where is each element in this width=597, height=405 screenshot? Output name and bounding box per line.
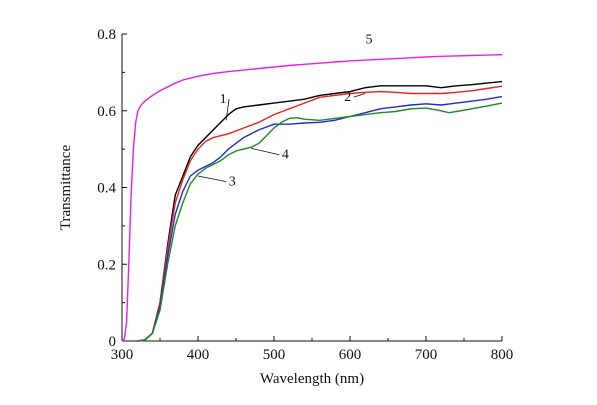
x-tick-label: 800 xyxy=(491,347,514,363)
x-axis-label: Wavelength (nm) xyxy=(260,371,364,387)
y-tick-label: 0.4 xyxy=(97,181,116,197)
x-ticks: 300 400 500 600 700 800 xyxy=(111,336,514,363)
curve-label-1: 1 xyxy=(220,92,227,107)
curve-label-2: 2 xyxy=(344,90,351,105)
curve-leader-line-1 xyxy=(225,99,230,121)
series-line-5 xyxy=(121,54,503,342)
y-ticks: 0 0.2 0.4 0.6 0.8 xyxy=(97,27,127,350)
y-tick-label: 0.6 xyxy=(97,104,116,120)
curve-leader-line-2 xyxy=(353,93,366,98)
curve-label-4: 4 xyxy=(282,148,289,163)
x-tick-label: 300 xyxy=(111,347,134,363)
curve-leader-line-4 xyxy=(251,147,280,156)
x-tick-label: 500 xyxy=(263,347,286,363)
x-tick-label: 700 xyxy=(415,347,438,363)
series-group xyxy=(121,54,503,342)
curve-annotations: 1 2 3 4 5 xyxy=(197,33,373,190)
x-tick-label: 400 xyxy=(187,347,210,363)
y-tick-label: 0.2 xyxy=(97,257,116,273)
curve-leader-line-3 xyxy=(197,175,227,182)
curve-label-5: 5 xyxy=(366,33,373,48)
curve-label-3: 3 xyxy=(229,175,236,190)
series-line-1 xyxy=(137,80,503,342)
y-tick-label: 0.8 xyxy=(97,27,116,43)
series-line-3 xyxy=(137,95,503,342)
x-tick-label: 600 xyxy=(339,347,362,363)
y-axis-label: Transmittance xyxy=(58,145,74,231)
series-line-4 xyxy=(137,102,503,342)
series-line-2 xyxy=(137,85,503,342)
y-tick-label: 0 xyxy=(109,334,117,350)
